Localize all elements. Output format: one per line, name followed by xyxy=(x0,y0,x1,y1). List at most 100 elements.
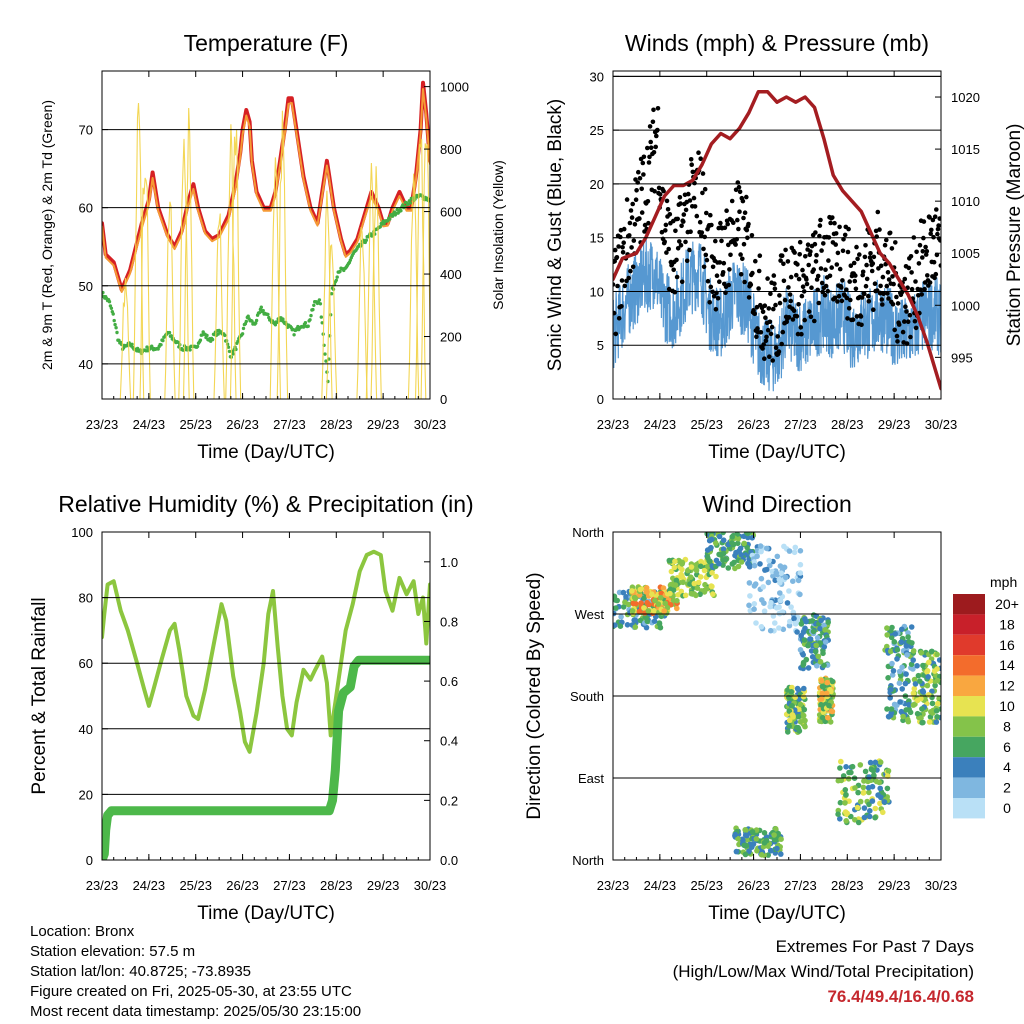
y-tick-label: 5 xyxy=(597,338,604,353)
gust-point xyxy=(854,244,859,250)
gust-point xyxy=(632,222,638,227)
direction-point xyxy=(790,578,796,584)
gust-point xyxy=(880,274,886,280)
direction-point xyxy=(843,791,849,798)
gust-point xyxy=(904,309,909,314)
direction-point xyxy=(637,586,644,593)
gust-point xyxy=(756,268,762,274)
direction-point xyxy=(861,805,868,811)
gust-point xyxy=(796,302,801,307)
direction-point xyxy=(885,768,892,774)
y-right-tick-label: 1005 xyxy=(951,246,980,261)
direction-point xyxy=(794,685,801,692)
direction-point xyxy=(768,847,774,854)
direction-point xyxy=(629,608,636,614)
gust-point xyxy=(836,293,842,299)
gust-point xyxy=(877,227,882,232)
direction-point xyxy=(881,799,888,805)
direction-point xyxy=(786,723,792,729)
direction-point xyxy=(920,662,926,669)
direction-point xyxy=(778,836,784,842)
td-point xyxy=(112,318,116,323)
gust-point xyxy=(919,292,924,297)
gust-point xyxy=(781,261,786,267)
gust-point xyxy=(902,276,908,282)
gust-point xyxy=(834,262,840,267)
gust-point xyxy=(719,238,724,244)
rh-line xyxy=(102,549,430,754)
direction-point xyxy=(651,618,658,624)
gust-point xyxy=(662,239,667,244)
direction-point xyxy=(809,654,816,660)
gust-point xyxy=(908,334,913,340)
gust-point xyxy=(818,217,823,223)
td-point xyxy=(227,349,232,354)
direction-point xyxy=(857,762,864,768)
direction-point xyxy=(791,615,797,622)
gust-point xyxy=(879,297,885,302)
direction-point xyxy=(672,558,678,565)
direction-point xyxy=(710,591,716,597)
y-right-tick-label: 800 xyxy=(440,142,462,157)
direction-point xyxy=(825,714,831,721)
station-info: Location: Bronx Station elevation: 57.5 … xyxy=(30,922,361,1022)
gust-point xyxy=(837,266,843,272)
chart-humidity: 23/23 24/23 25/23 26/23 27/23 28/23 29/23 30/23… xyxy=(29,491,474,924)
x-tick-label: 25/23 xyxy=(690,417,723,432)
direction-point xyxy=(783,574,789,581)
direction-point xyxy=(655,601,662,607)
direction-point xyxy=(786,548,793,554)
direction-point xyxy=(802,723,808,730)
gust-point xyxy=(870,261,876,266)
direction-point xyxy=(729,540,735,546)
x-tick-label: 30/23 xyxy=(414,878,447,893)
direction-point xyxy=(800,693,807,700)
td-point xyxy=(107,300,112,304)
direction-point xyxy=(880,809,886,816)
direction-point xyxy=(797,701,804,708)
direction-point xyxy=(867,759,874,766)
direction-point xyxy=(914,710,921,717)
gust-point xyxy=(863,283,869,289)
gust-point xyxy=(764,334,769,340)
t9m-line xyxy=(102,88,430,293)
td-point xyxy=(334,278,338,282)
gust-point xyxy=(613,282,616,287)
gust-point xyxy=(777,300,783,306)
gust-point xyxy=(806,262,811,268)
chart-title: Winds (mph) & Pressure (mb) xyxy=(625,30,929,56)
direction-point xyxy=(797,548,804,554)
y-tick-label: 60 xyxy=(79,201,93,216)
direction-point xyxy=(622,599,628,605)
direction-point xyxy=(903,707,909,713)
gust-point xyxy=(648,145,654,150)
solar-spike xyxy=(225,124,237,399)
gust-point xyxy=(857,252,862,257)
direction-point xyxy=(674,597,680,604)
direction-point xyxy=(918,715,924,721)
gust-point xyxy=(772,281,777,287)
gust-point xyxy=(738,252,743,257)
gust-point xyxy=(909,270,914,275)
gust-point xyxy=(935,226,941,232)
gust-point xyxy=(785,259,791,264)
direction-point xyxy=(797,570,804,576)
x-tick-label: 24/23 xyxy=(644,417,677,432)
direction-point xyxy=(865,784,872,791)
gust-point xyxy=(717,260,723,265)
gust-point xyxy=(762,303,768,309)
direction-point xyxy=(925,692,932,698)
direction-point xyxy=(761,830,768,836)
gust-point xyxy=(771,273,777,278)
gust-point xyxy=(846,306,852,311)
x-tick-label: 24/23 xyxy=(133,417,166,432)
direction-point xyxy=(843,764,849,770)
td-point xyxy=(317,298,322,302)
direction-point xyxy=(667,590,673,597)
gust-point xyxy=(878,263,884,269)
gust-point xyxy=(792,250,797,255)
direction-point xyxy=(861,778,867,784)
direction-point xyxy=(644,589,650,595)
direction-point xyxy=(852,817,858,823)
gust-point xyxy=(884,237,889,243)
